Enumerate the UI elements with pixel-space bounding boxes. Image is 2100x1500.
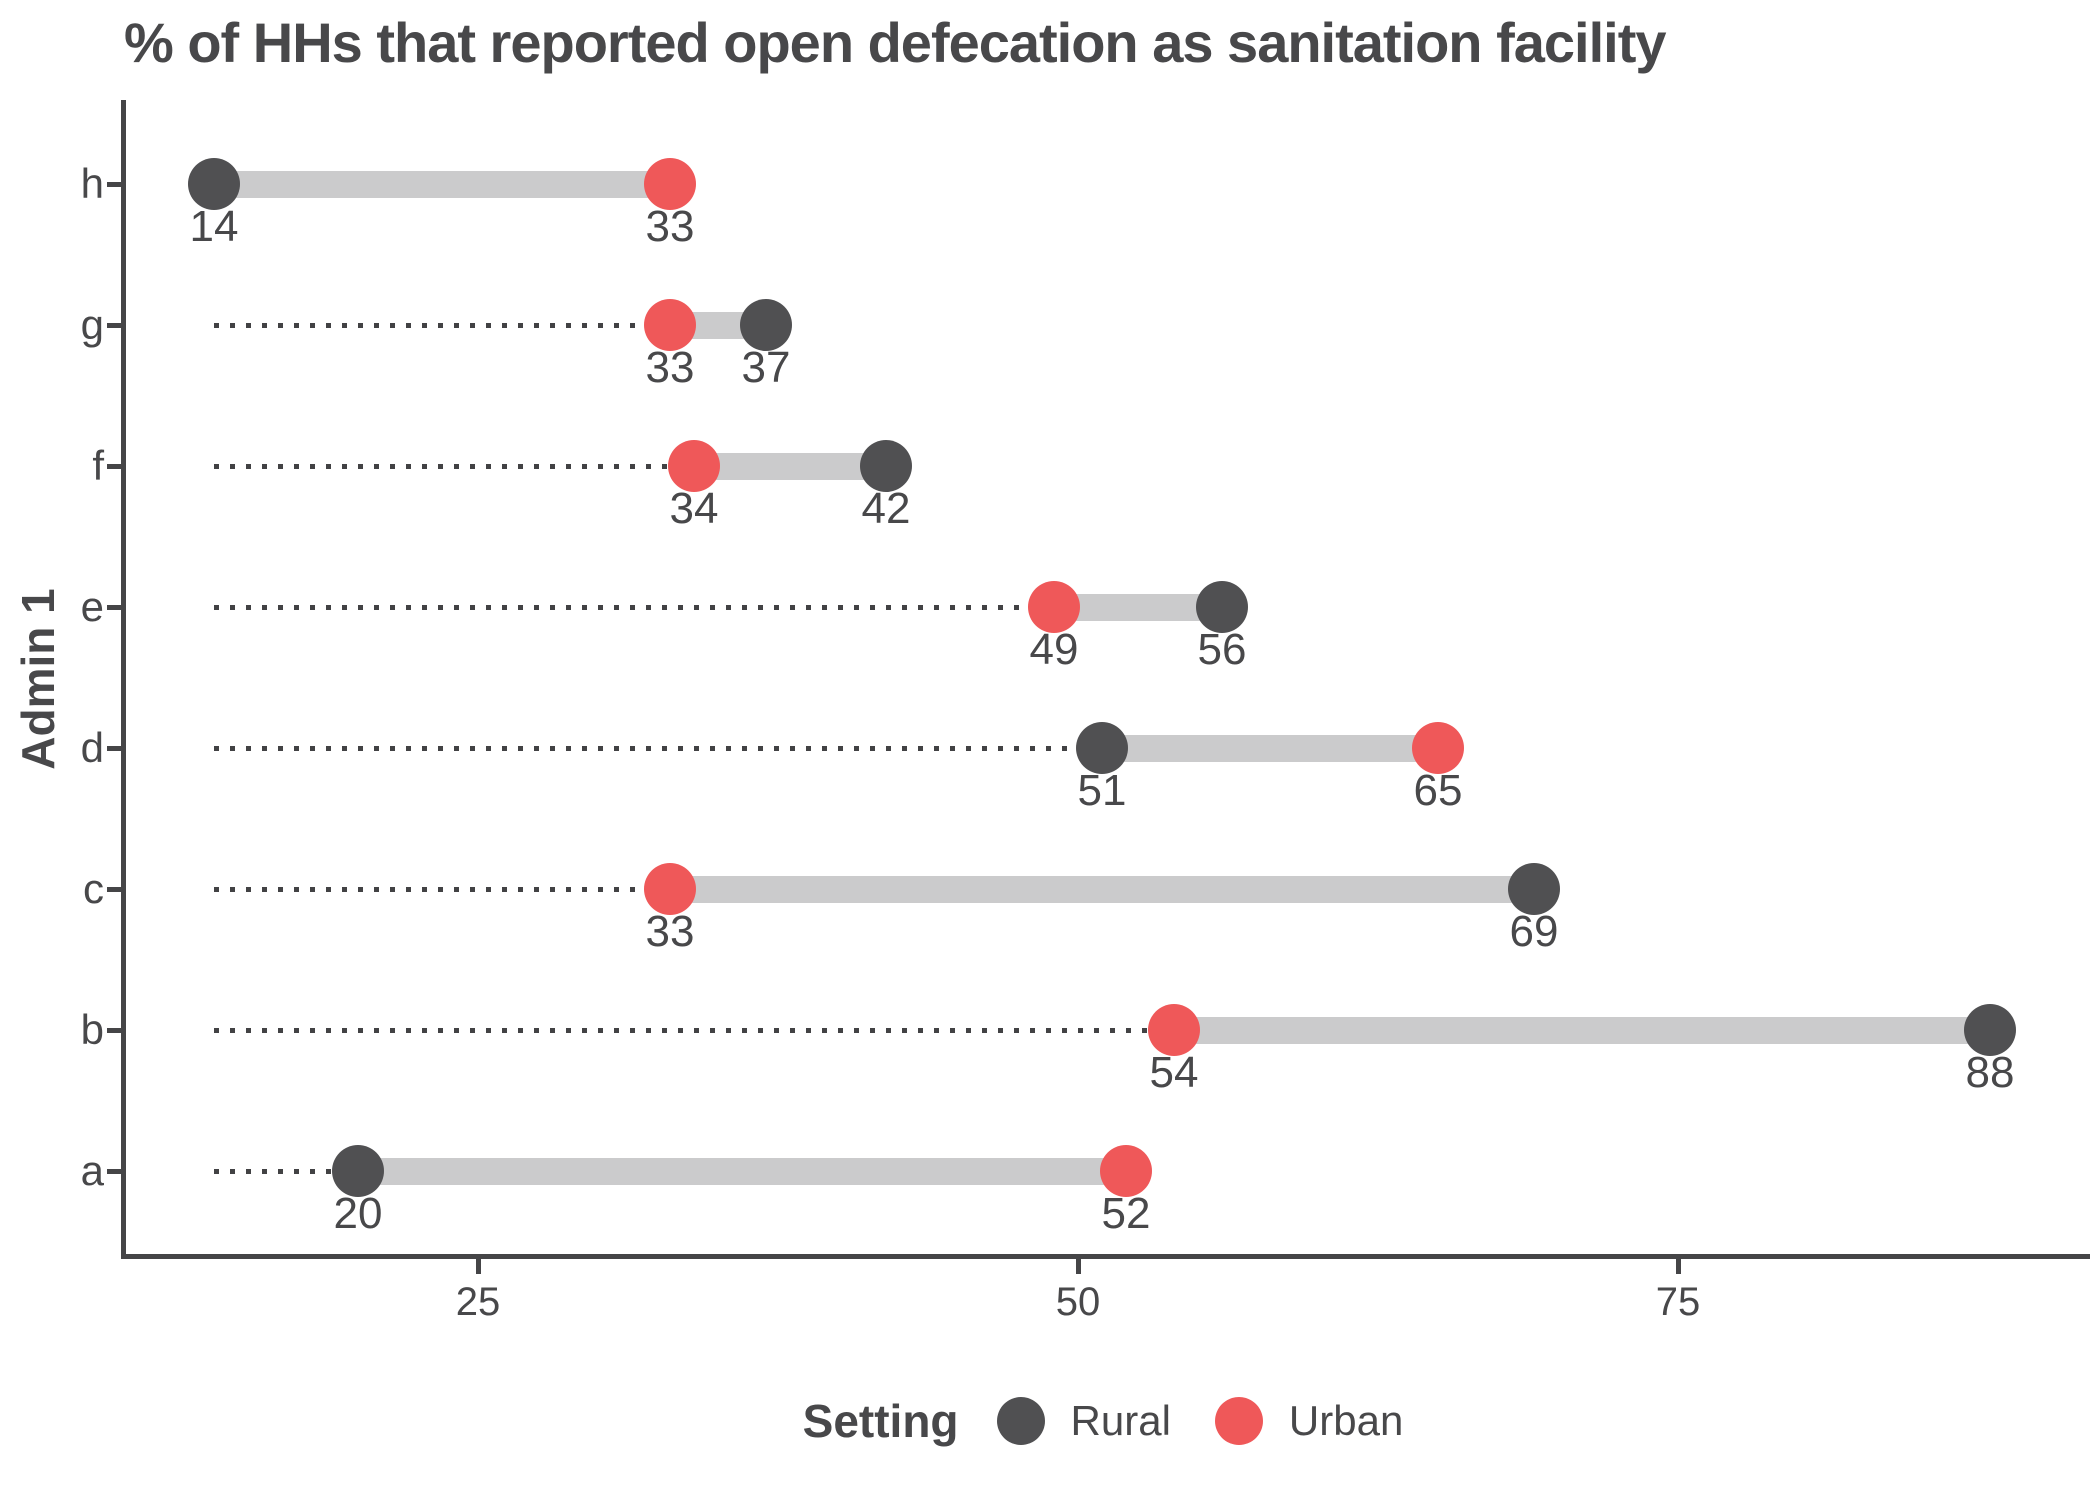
legend-title: Setting: [802, 1395, 959, 1447]
rural-value-label: 56: [1197, 625, 1247, 674]
legend-items: Rural Urban: [996, 1397, 1404, 1445]
legend: Setting Rural Urban: [121, 1386, 2085, 1456]
y-axis-tick: [107, 1028, 121, 1033]
urban-dot: [644, 158, 696, 210]
y-axis-tick: [107, 182, 121, 187]
rural-value-label: 20: [333, 1189, 383, 1238]
urban-value-label: 33: [645, 343, 695, 392]
dot-guide-line: [214, 464, 668, 469]
urban-value-label: 49: [1029, 625, 1079, 674]
urban-dot: [644, 863, 696, 915]
urban-value-label: 54: [1149, 1048, 1199, 1097]
x-axis-tick: [1676, 1259, 1681, 1274]
dumbbell-bar: [1174, 1017, 1990, 1044]
y-axis-tick: [107, 887, 121, 892]
dot-guide-line: [214, 887, 644, 892]
rural-dot: [740, 299, 792, 351]
rural-dot: [332, 1145, 384, 1197]
chart-title: % of HHs that reported open defecation a…: [124, 11, 1666, 74]
rural-value-label: 42: [861, 484, 911, 533]
y-axis-category-label: g: [80, 301, 104, 348]
rural-dot: [1964, 1004, 2016, 1056]
urban-dot: [1412, 722, 1464, 774]
rural-value-label: 69: [1509, 907, 1559, 956]
y-axis-category-label: b: [80, 1006, 104, 1053]
legend-item-label: Urban: [1288, 1397, 1404, 1444]
y-axis-tick: [107, 323, 121, 328]
rural-dot: [1076, 722, 1128, 774]
dumbbell-bar: [1054, 594, 1222, 621]
dumbbell-bar: [694, 453, 886, 480]
rural-legend-dot: [996, 1397, 1045, 1445]
urban-dot: [1148, 1004, 1200, 1056]
urban-legend-dot: [1214, 1397, 1263, 1445]
urban-value-label: 34: [669, 484, 719, 533]
dumbbell-bar: [670, 876, 1534, 903]
rural-value-label: 37: [741, 343, 791, 392]
y-axis-category-label: f: [92, 442, 104, 489]
rural-value-label: 51: [1077, 766, 1127, 815]
urban-dot: [668, 440, 720, 492]
y-axis-tick: [107, 464, 121, 469]
dumbbell-bar: [214, 171, 670, 198]
dot-guide-line: [214, 1028, 1148, 1033]
y-axis-category-label: e: [80, 583, 104, 630]
plot-panel: [121, 100, 2090, 1259]
rural-value-label: 14: [189, 202, 239, 251]
y-axis-category-label: c: [83, 865, 104, 912]
dumbbell-bar: [1102, 735, 1438, 762]
x-axis-tick: [476, 1259, 481, 1274]
x-axis-tick: [1076, 1259, 1081, 1274]
dot-guide-line: [214, 746, 1076, 751]
urban-value-label: 65: [1413, 766, 1463, 815]
y-axis-category-label: d: [80, 724, 104, 771]
dumbbell-bar: [358, 1158, 1126, 1185]
urban-value-label: 33: [645, 907, 695, 956]
y-axis-category-label: a: [80, 1147, 104, 1194]
y-axis-category-label: h: [80, 160, 104, 207]
dot-guide-line: [214, 323, 644, 328]
x-axis-tick-label: 25: [455, 1280, 501, 1324]
y-axis-tick: [107, 1169, 121, 1174]
y-axis-tick: [107, 746, 121, 751]
urban-dot: [1028, 581, 1080, 633]
legend-item-label: Rural: [1070, 1397, 1171, 1444]
rural-dot: [1508, 863, 1560, 915]
rural-dot: [860, 440, 912, 492]
rural-value-label: 88: [1965, 1048, 2015, 1097]
urban-dot: [1100, 1145, 1152, 1197]
rural-dot: [1196, 581, 1248, 633]
x-axis-tick-label: 75: [1655, 1280, 1701, 1324]
dot-guide-line: [214, 1169, 332, 1174]
legend-item-rural: Rural: [996, 1397, 1171, 1445]
urban-value-label: 33: [645, 202, 695, 251]
x-axis-tick-label: 50: [1055, 1280, 1101, 1324]
rural-dot: [188, 158, 240, 210]
dot-guide-line: [214, 605, 1028, 610]
urban-value-label: 52: [1101, 1189, 1151, 1238]
urban-dot: [644, 299, 696, 351]
legend-item-urban: Urban: [1214, 1397, 1404, 1445]
y-axis-tick: [107, 605, 121, 610]
